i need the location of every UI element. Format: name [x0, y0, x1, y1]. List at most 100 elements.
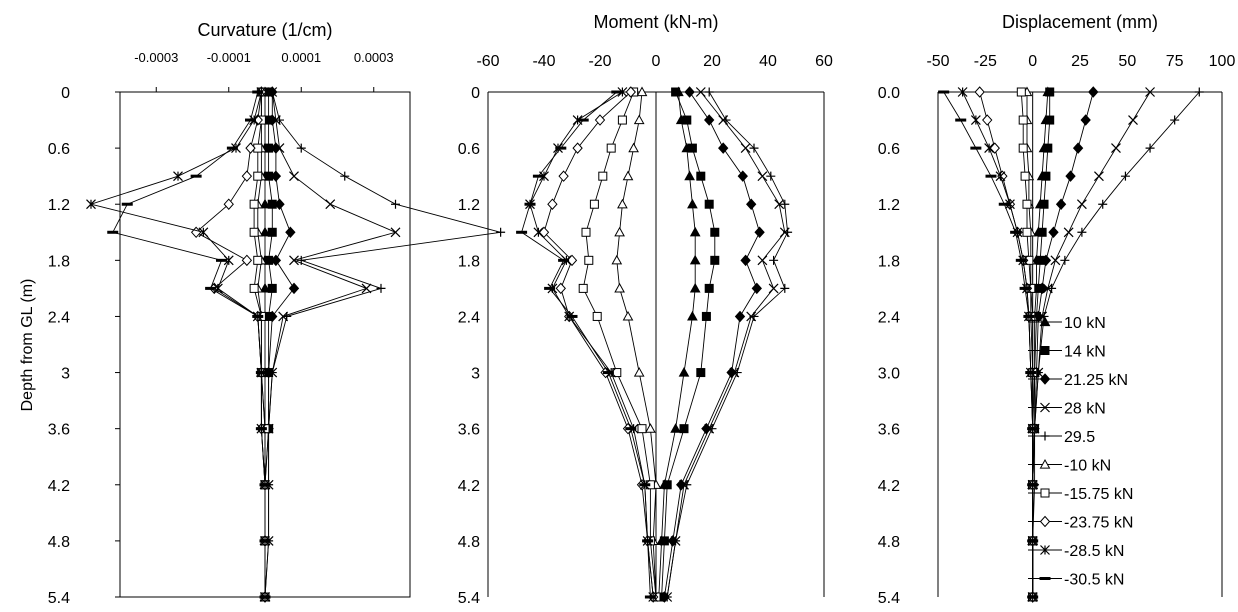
legend-item: 10 kN: [1028, 315, 1106, 332]
moment-data-point: [749, 143, 759, 153]
curvature-data-point: [289, 171, 299, 182]
moment-data-point: [625, 86, 636, 98]
curvature-series-4: [260, 87, 506, 602]
curvature-data-point: [267, 368, 277, 378]
curvature-series-line: [264, 91, 397, 598]
displacement-data-point: [1022, 227, 1032, 237]
curvature-data-point: [267, 227, 277, 237]
displacement-series-9: [938, 90, 1039, 599]
moment-data-point: [704, 283, 714, 293]
displacement-data-point: [1088, 86, 1099, 98]
displacement-x-tick-label: 75: [1166, 53, 1184, 70]
legend-label: 10 kN: [1064, 315, 1106, 332]
moment-y-tick-label: 3.6: [458, 422, 480, 439]
moment-data-point: [689, 254, 701, 265]
displacement-y-tick-label: 1.8: [878, 253, 900, 270]
moment-series-line: [543, 91, 654, 598]
moment-data-point: [592, 311, 602, 321]
moment-series-1: [657, 87, 720, 602]
moment-y-tick-label: 0: [471, 85, 480, 102]
displacement-data-point: [1016, 87, 1026, 97]
curvature-y-tick-label: 3: [61, 366, 70, 383]
curvature-data-point: [86, 199, 96, 210]
displacement-data-point: [1020, 171, 1030, 181]
curvature-y-tick-label: 0: [61, 85, 70, 102]
legend-item: -15.75 kN: [1028, 486, 1133, 503]
moment-data-point: [558, 170, 569, 182]
moment-x-tick-label: 0: [652, 53, 661, 70]
curvature-data-point: [223, 255, 234, 266]
displacement-data-point: [1041, 171, 1051, 181]
moment-y-tick-label: 2.4: [458, 309, 480, 326]
legend-item: -28.5 kN: [1028, 543, 1124, 560]
moment-series-line: [663, 91, 761, 598]
moment-data-point: [617, 198, 628, 209]
displacement-data-point: [1080, 114, 1091, 126]
moment-x-tick-label: 60: [815, 53, 833, 70]
moment-data-point: [578, 283, 588, 293]
moment-data-point: [633, 367, 645, 377]
curvature-data-point: [274, 143, 285, 154]
curvature-data-point: [249, 199, 259, 209]
curvature-x-tick-label: 0.0003: [354, 50, 394, 65]
curvature-y-tick-label: 3.6: [48, 422, 70, 439]
moment-data-point: [687, 310, 698, 321]
legend-marker: [1039, 316, 1051, 327]
curvature-data-point: [285, 226, 296, 239]
legend-item: -10 kN: [1028, 458, 1111, 475]
moment-series-3: [662, 87, 790, 602]
moment-data-point: [589, 199, 599, 209]
moment-data-point: [780, 199, 790, 209]
displacement-data-point: [974, 86, 985, 98]
moment-y-tick-label: 5.4: [458, 590, 480, 607]
moment-data-point: [740, 254, 751, 267]
moment-data-point: [783, 227, 793, 237]
curvature-data-point: [376, 283, 386, 293]
displacement-x-tick-label: 0: [1028, 53, 1037, 70]
moment-data-point: [734, 310, 746, 323]
moment-data-point: [662, 592, 672, 602]
legend-item: 14 kN: [1028, 344, 1106, 361]
displacement-y-tick-label: 4.2: [878, 478, 900, 495]
displacement-x-tick-label: 50: [1118, 53, 1136, 70]
moment-data-point: [707, 424, 717, 434]
moment-panel: Moment (kN-m) -60 -40 -20 0 20 40 60 0 0.6 1.2 1.8 2…: [458, 12, 833, 607]
moment-data-point: [671, 536, 681, 546]
displacement-data-point: [1077, 227, 1087, 237]
moment-data-point: [622, 170, 634, 181]
moment-data-point: [701, 311, 711, 321]
moment-data-point: [581, 227, 591, 237]
curvature-series-line: [112, 91, 266, 597]
moment-series-0: [653, 86, 701, 602]
displacement-series-6: [1016, 87, 1038, 602]
moment-data-point: [689, 226, 701, 237]
moment-y-tick-label: 4.8: [458, 534, 480, 551]
moment-data-point: [566, 254, 578, 267]
moment-series-line: [529, 91, 654, 598]
moment-data-point: [682, 480, 692, 490]
curvature-series-3: [260, 87, 401, 602]
moment-series-8: [525, 87, 659, 602]
curvature-data-point: [274, 198, 285, 210]
moment-data-point: [662, 480, 672, 490]
legend-label: 14 kN: [1064, 344, 1106, 361]
moment-data-point: [718, 142, 729, 154]
curvature-data-point: [296, 255, 306, 265]
legend-marker: [1040, 346, 1050, 355]
displacement-data-point: [957, 87, 968, 97]
displacement-data-point: [1076, 199, 1087, 210]
moment-data-point: [740, 143, 751, 154]
moment-data-point: [614, 282, 625, 293]
moment-data-point: [687, 143, 697, 153]
moment-y-tick-label: 1.2: [458, 197, 480, 214]
curvature-y-tick-label: 1.8: [48, 253, 70, 270]
displacement-y-tick-label: 4.8: [878, 534, 900, 551]
displacement-data-point: [1022, 199, 1032, 209]
moment-data-point: [617, 87, 628, 97]
displacement-series-8: [957, 87, 1038, 602]
moment-data-point: [598, 171, 608, 181]
moment-data-point: [695, 87, 706, 97]
displacement-data-point: [989, 142, 1000, 154]
legend: 10 kN 14 kN 21.25 kN 28 kN 29.5 -10 kN -15.75 …: [1028, 315, 1133, 589]
legend-marker: [1040, 545, 1050, 555]
